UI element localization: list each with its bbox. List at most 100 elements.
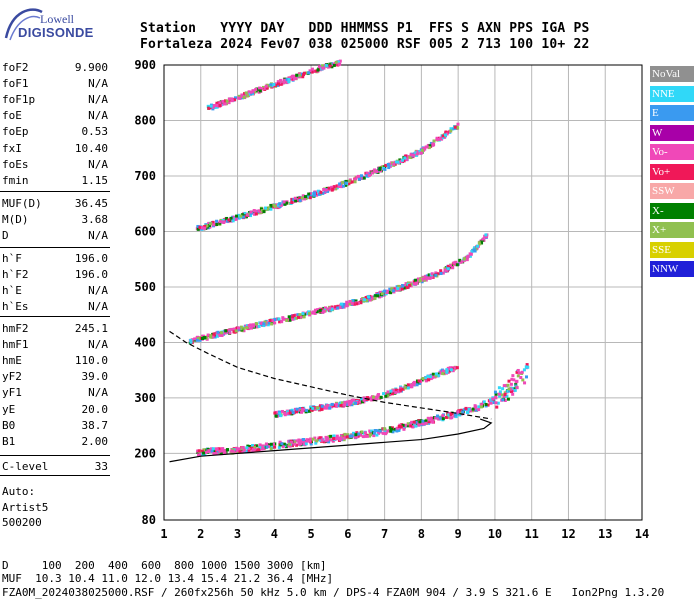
echo-point [330,65,334,69]
echo-point [403,384,407,388]
echo-point [434,273,438,277]
param-value: 3.68 [81,213,109,227]
echo-point [215,103,219,107]
auto-label: Auto: [2,485,36,498]
echo-point [479,403,483,407]
echo-point [506,397,510,401]
echo-point [372,434,376,438]
echo-point [285,77,289,81]
y-tick-label: 200 [134,446,156,460]
echo-point [206,333,210,337]
echo-point [297,439,301,443]
echo-point [328,406,332,410]
echo-point [445,132,449,136]
echo-point [327,186,331,190]
echo-point [280,320,284,324]
echo-point [365,174,369,178]
echo-point [214,105,218,109]
echo-point [390,392,394,396]
echo-point [216,334,220,338]
echo-point [266,323,270,327]
echo-point [294,77,298,81]
echo-point [301,312,305,316]
echo-point [269,447,273,451]
echo-point [373,168,377,172]
echo-point [506,383,510,387]
echo-point [406,422,410,426]
echo-point [343,436,347,440]
echo-point [249,210,253,214]
echo-point [444,415,448,419]
echo-point [220,331,224,335]
echo-point [237,94,241,98]
echo-point [342,438,346,442]
echo-point [215,447,219,451]
echo-point [324,306,328,310]
echo-point [225,99,229,103]
echo-point [212,452,216,456]
param-separator [0,316,110,317]
echo-point [514,380,518,384]
echo-point [271,205,275,209]
echo-point [250,446,254,450]
echo-point [403,284,407,288]
echo-point [397,428,401,432]
echo-point [330,185,334,189]
x-tick-label: 12 [561,527,575,541]
echo-point [209,104,213,108]
echo-point [332,436,336,440]
param-row: hmF1 N/A [2,338,108,351]
echo-point [337,404,341,408]
echo-point [366,396,370,400]
echo-point [456,122,460,126]
echo-point [221,99,225,103]
profile-plasma-line [169,330,492,420]
echo-point [416,277,420,281]
echo-point [296,313,300,317]
echo-point [295,443,299,447]
echo-point [377,431,381,435]
footer-file-info: FZA0M_2024038025000.RSF / 260fx256h 50 k… [2,586,665,599]
echo-point [352,400,356,404]
echo-point [460,260,464,264]
echo-point [491,397,495,401]
echo-point [246,444,250,448]
echo-point [308,409,312,413]
echo-point [493,390,497,394]
echo-point [486,403,490,407]
echo-point [302,315,306,319]
param-value: 245.1 [74,322,108,335]
echo-point [246,94,250,98]
echo-point [441,136,445,140]
echo-point [239,327,243,331]
echo-point [337,62,341,66]
echo-point [415,150,419,154]
echo-point [230,99,234,103]
echo-point [456,410,460,414]
echo-point [278,320,282,324]
echo-point [290,197,294,201]
echo-point [482,400,486,404]
param-value: N/A [88,109,108,123]
echo-point [362,396,366,400]
y-tick-label: 600 [134,224,156,238]
echo-point [384,163,388,167]
param-name: hmE [2,354,22,368]
echo-point [287,315,291,319]
echo-point [383,392,387,396]
echo-point [304,197,308,201]
echo-point [397,288,401,292]
echo-point [235,214,239,218]
echo-point [217,447,221,451]
echo-point [388,164,392,168]
echo-point [198,336,202,340]
echo-point [479,405,483,409]
echo-point [512,387,516,391]
echo-point [502,395,506,399]
echo-point [315,439,319,443]
echo-point [449,412,453,416]
param-name: C-level [2,460,49,473]
echo-point [218,221,222,225]
echo-point [468,254,472,258]
echo-point [326,404,330,408]
